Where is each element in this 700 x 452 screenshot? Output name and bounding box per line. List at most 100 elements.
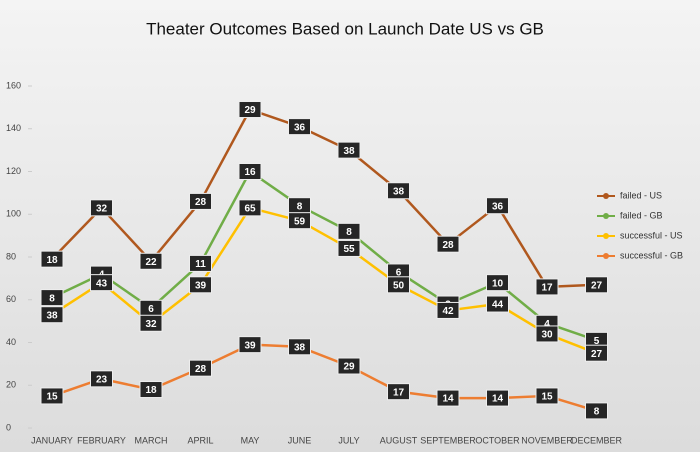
data-label-box <box>90 274 113 292</box>
data-label: 42 <box>442 306 454 317</box>
data-label: 38 <box>343 146 355 157</box>
chart-title: Theater Outcomes Based on Launch Date US… <box>146 19 544 38</box>
y-tick-label: 120 <box>6 166 21 176</box>
data-label: 29 <box>343 362 355 373</box>
data-label-box <box>40 387 64 405</box>
legend-marker <box>603 193 609 199</box>
data-label-box <box>337 239 361 257</box>
data-label: 43 <box>96 278 108 289</box>
legend-marker <box>603 253 609 259</box>
data-label-box <box>189 192 212 210</box>
data-label-box <box>387 276 410 294</box>
data-label-box <box>238 336 262 354</box>
data-label: 32 <box>96 203 108 214</box>
x-tick-label: NOVEMBER <box>521 435 573 445</box>
data-label-box <box>436 389 460 407</box>
data-label: 27 <box>591 280 603 291</box>
data-label: 15 <box>541 392 553 403</box>
data-label-box <box>535 387 559 405</box>
data-label-box <box>486 274 509 292</box>
data-label: 30 <box>541 330 553 341</box>
data-label: 39 <box>244 340 256 351</box>
data-label: 6 <box>396 268 402 279</box>
data-label-box <box>288 338 311 356</box>
data-label: 14 <box>442 394 454 405</box>
data-label-box <box>139 252 163 270</box>
x-tick-label: APRIL <box>187 435 213 445</box>
data-label-box <box>40 289 64 307</box>
data-label-box <box>288 118 311 136</box>
data-label: 6 <box>148 304 154 315</box>
data-label-box <box>40 306 64 324</box>
legend-marker <box>603 213 609 219</box>
data-label: 8 <box>346 227 352 238</box>
x-tick-label: MAY <box>241 435 260 445</box>
y-tick-label: 60 <box>6 294 16 304</box>
legend-label: failed - GB <box>620 210 663 220</box>
data-label: 4 <box>544 319 550 330</box>
data-label-box <box>436 301 460 319</box>
data-label-box <box>387 383 410 401</box>
data-label: 59 <box>294 216 306 227</box>
data-label: 65 <box>244 203 256 214</box>
data-label: 8 <box>297 201 303 212</box>
legend-marker <box>603 233 609 239</box>
legend-label: successful - US <box>620 230 683 240</box>
data-label: 14 <box>492 394 504 405</box>
data-label: 55 <box>343 244 355 255</box>
x-tick-label: JULY <box>338 435 359 445</box>
y-tick-label: 0 <box>6 422 11 432</box>
data-label-box <box>337 357 361 375</box>
data-label: 39 <box>195 280 207 291</box>
data-label-box <box>288 212 311 230</box>
data-label-box <box>238 199 262 217</box>
x-tick-label: JANUARY <box>31 435 73 445</box>
data-label: 8 <box>49 293 55 304</box>
data-label: 18 <box>145 385 157 396</box>
data-label-box <box>139 314 163 332</box>
data-label: 28 <box>195 364 207 375</box>
data-label: 29 <box>244 105 256 116</box>
data-label-box <box>387 182 410 200</box>
data-label: 36 <box>294 122 306 133</box>
data-label: 15 <box>46 392 58 403</box>
data-label: 36 <box>492 201 504 212</box>
data-label-box <box>238 163 262 180</box>
data-label: 10 <box>492 278 504 289</box>
x-tick-label: DECEMBER <box>571 435 623 445</box>
x-tick-label: FEBRUARY <box>77 435 126 445</box>
data-label-box <box>139 381 163 399</box>
data-label-box <box>585 344 608 362</box>
data-label: 28 <box>442 240 454 251</box>
data-label: 23 <box>96 374 108 385</box>
x-tick-label: JUNE <box>288 435 312 445</box>
x-tick-label: AUGUST <box>380 435 418 445</box>
data-label: 32 <box>145 319 157 330</box>
data-label: 38 <box>46 310 58 321</box>
legend-label: successful - GB <box>620 250 683 260</box>
series-line <box>51 108 597 289</box>
data-label-box <box>585 402 608 420</box>
data-label-box <box>189 359 212 377</box>
data-label-box <box>337 141 361 159</box>
data-label-box <box>486 295 509 313</box>
data-label: 18 <box>46 255 58 266</box>
data-label: 38 <box>393 186 405 197</box>
y-tick-label: 140 <box>6 123 21 133</box>
data-label-box <box>535 325 559 343</box>
data-label-box <box>535 278 559 296</box>
data-label: 16 <box>244 167 256 178</box>
y-tick-label: 20 <box>6 380 16 390</box>
x-tick-label: MARCH <box>135 435 168 445</box>
data-label-box <box>486 197 509 215</box>
x-tick-label: SEPTEMBER <box>420 435 476 445</box>
data-label-box <box>90 199 113 217</box>
data-label-box <box>189 276 212 294</box>
legend-label: failed - US <box>620 190 662 200</box>
data-label-box <box>189 254 212 272</box>
y-tick-label: 160 <box>6 80 21 90</box>
y-tick-label: 100 <box>6 209 21 219</box>
data-label: 17 <box>393 387 405 398</box>
x-tick-label: OCTOBER <box>475 435 520 445</box>
